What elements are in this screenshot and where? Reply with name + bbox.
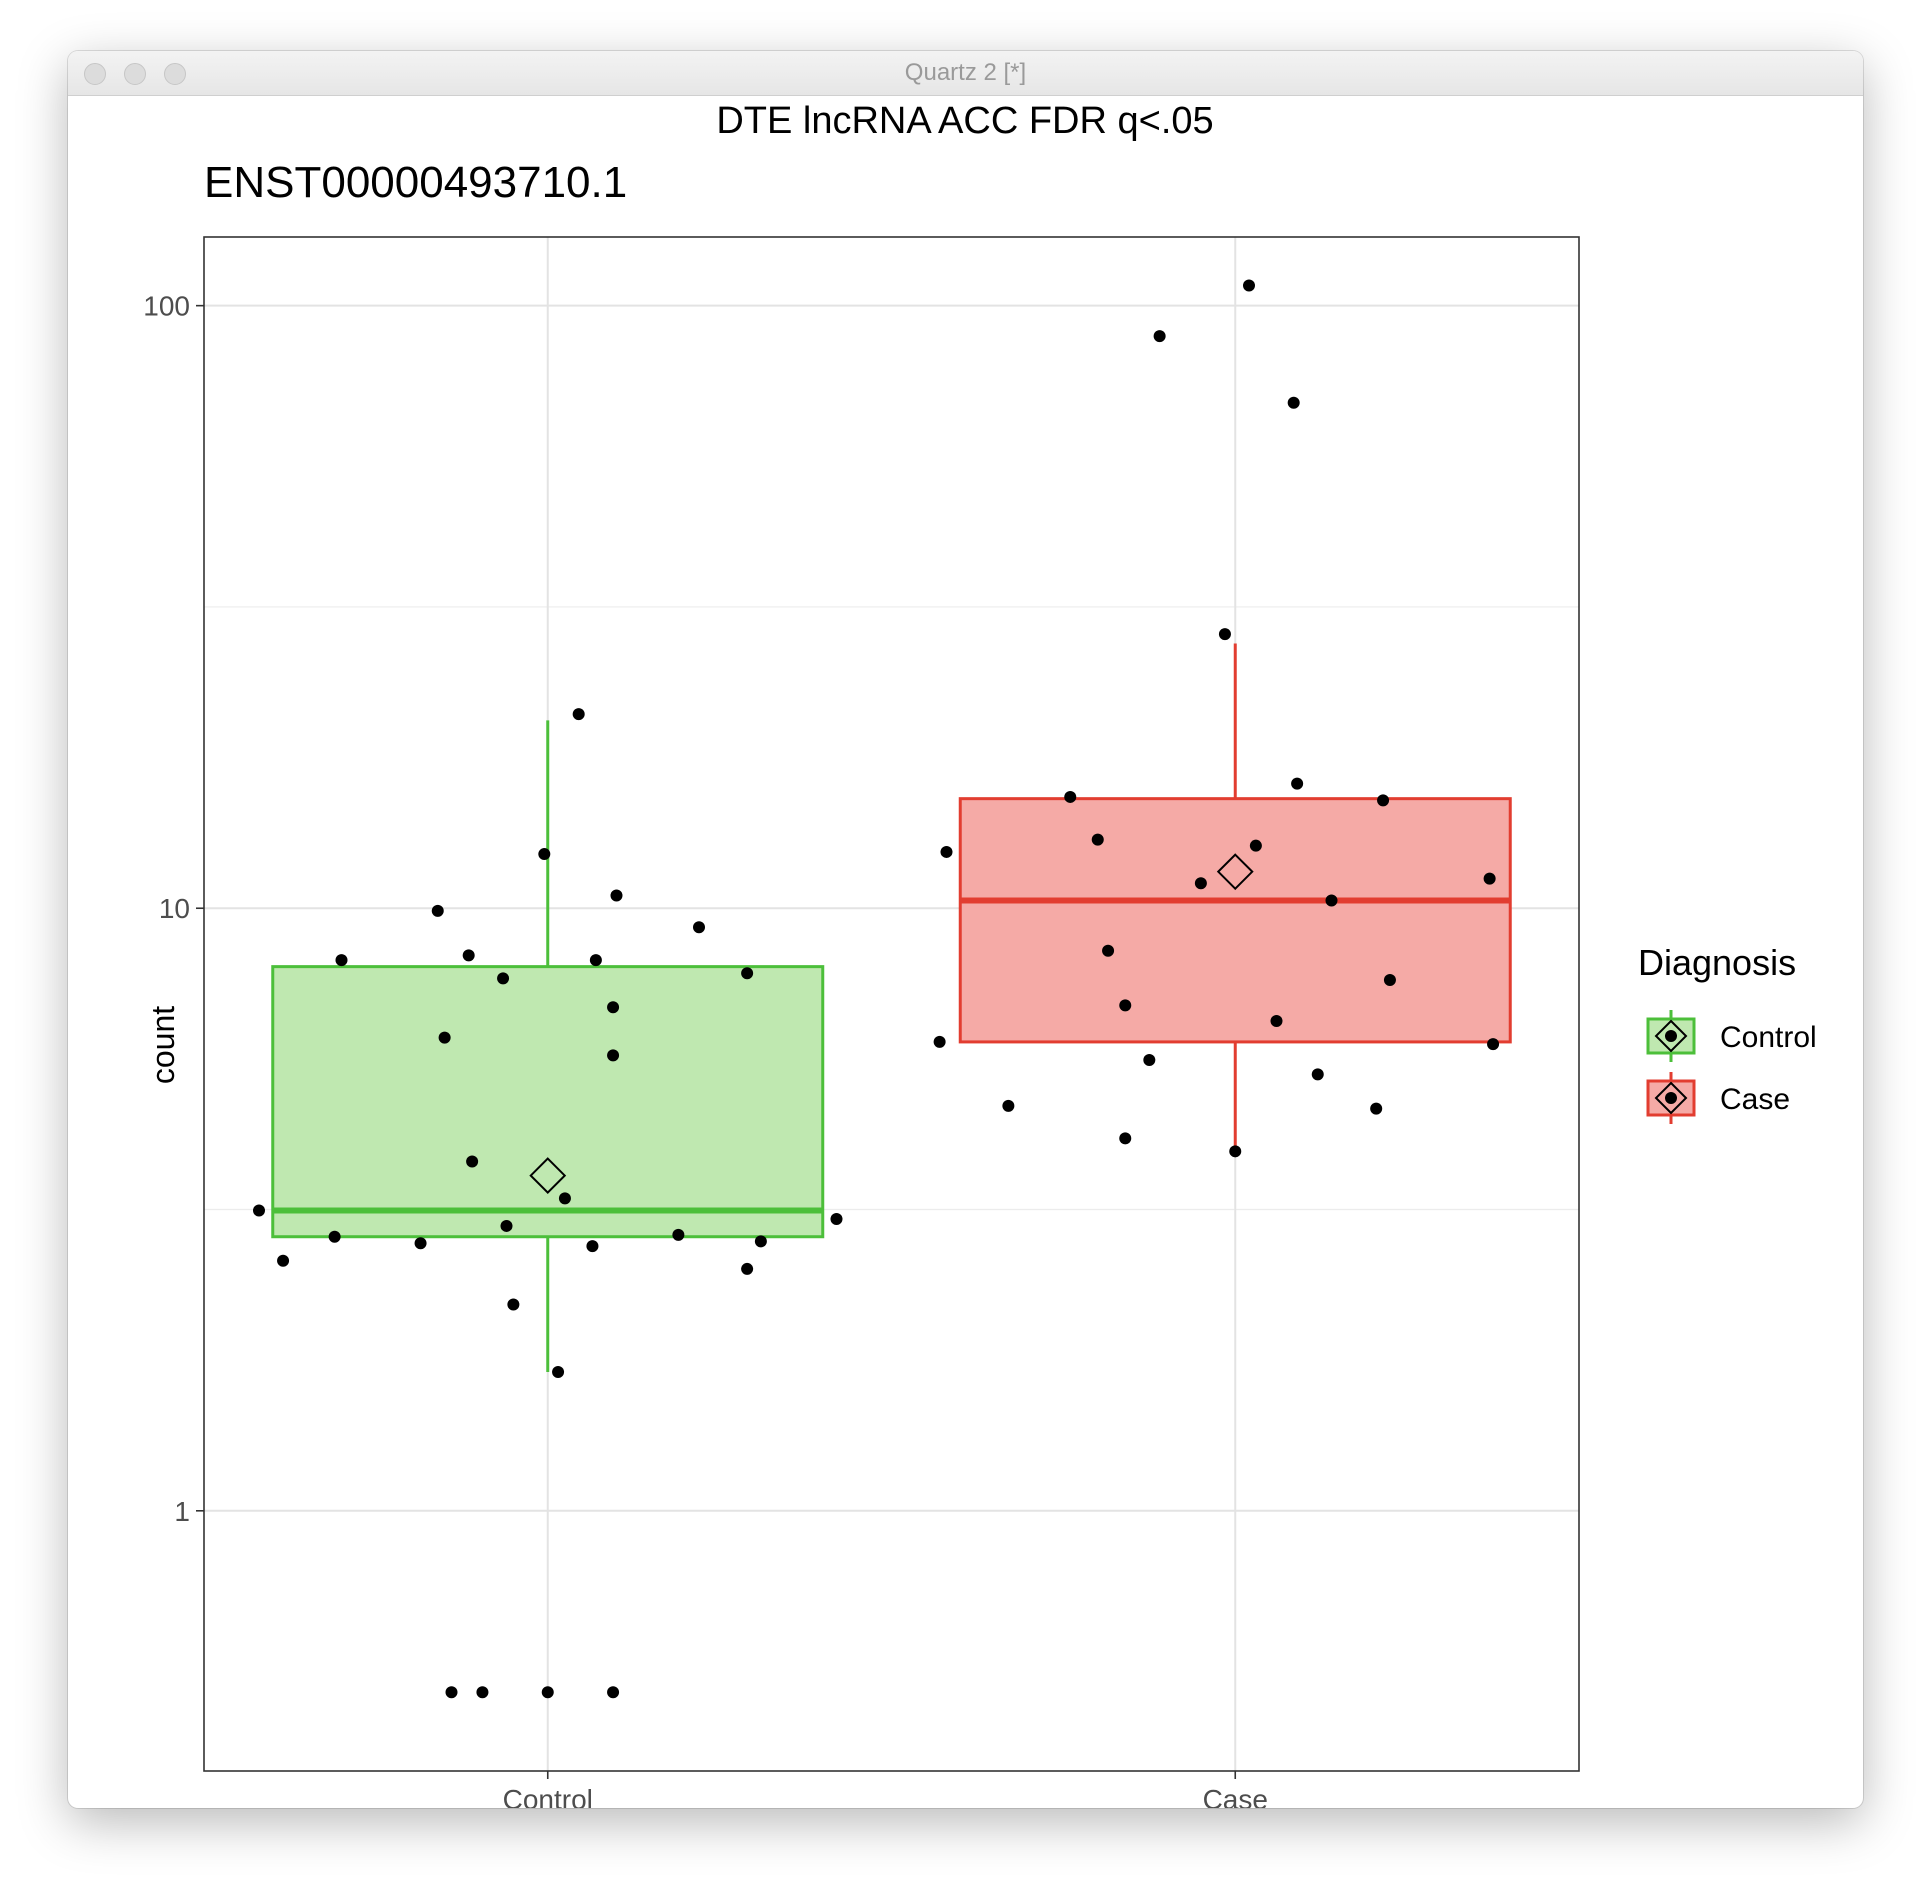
y-tick-label: 10 (159, 893, 190, 924)
data-point (586, 1240, 599, 1253)
data-point (1370, 1102, 1383, 1115)
close-button[interactable] (84, 63, 106, 85)
data-point (1153, 330, 1166, 343)
data-point (328, 1230, 341, 1243)
panel-border (203, 236, 1580, 1772)
data-point (476, 1686, 489, 1699)
y-tick-label: 100 (143, 291, 190, 322)
data-point (1119, 1132, 1132, 1145)
data-point (1091, 833, 1104, 846)
data-point (1218, 628, 1231, 641)
chart-title: DTE lncRNA ACC FDR q<.05 (716, 100, 1213, 142)
data-point (607, 1049, 620, 1062)
legend-key-diamond (1654, 1019, 1688, 1053)
y-axis-label: count (145, 1006, 181, 1084)
data-point (1487, 1038, 1500, 1051)
data-point (538, 848, 551, 861)
data-point (610, 889, 623, 902)
data-point (445, 1686, 458, 1699)
legend-title: Diagnosis (1638, 942, 1796, 983)
data-point (497, 972, 510, 985)
legend: Diagnosis Control Case (1638, 942, 1817, 1124)
data-point (672, 1228, 685, 1241)
point-layer (253, 279, 1500, 1699)
data-point (1119, 999, 1132, 1012)
y-tick-label: 1 (174, 1496, 190, 1527)
data-point (335, 954, 348, 967)
x-tick-label: Case (1203, 1784, 1268, 1808)
data-point (541, 1686, 554, 1699)
data-point (1243, 279, 1255, 292)
data-point (414, 1237, 427, 1250)
data-point (1377, 794, 1390, 807)
data-point (940, 845, 953, 858)
data-point (466, 1155, 479, 1168)
data-point (589, 954, 602, 967)
data-point (754, 1235, 767, 1248)
data-point (741, 967, 754, 980)
data-point (253, 1204, 265, 1217)
data-point (1249, 839, 1262, 852)
box-case (958, 797, 1512, 1044)
data-point (1194, 877, 1207, 890)
legend-key-diamond (1654, 1081, 1688, 1115)
data-point (1291, 777, 1304, 790)
data-point (1270, 1014, 1283, 1027)
axis-layer: 1 10 100 Control Case (143, 291, 1268, 1808)
mean-marker (529, 1157, 567, 1195)
data-point (277, 1254, 290, 1267)
box-layer (271, 643, 1512, 1372)
data-point (1229, 1145, 1242, 1158)
data-point (1143, 1053, 1156, 1066)
data-point (1002, 1099, 1015, 1112)
data-point (741, 1262, 754, 1275)
data-point (607, 1001, 620, 1014)
data-point (431, 904, 444, 917)
box-control (271, 965, 825, 1239)
data-point (572, 708, 585, 721)
data-point (1311, 1068, 1324, 1081)
data-point (933, 1035, 946, 1048)
data-point (500, 1219, 513, 1232)
data-point (438, 1031, 451, 1044)
mean-marker (1216, 853, 1254, 891)
data-point (1325, 894, 1338, 907)
window-titlebar[interactable]: Quartz 2 [*] (68, 51, 1863, 96)
zoom-button[interactable] (164, 63, 186, 85)
legend-label: Case (1720, 1083, 1790, 1116)
data-point (607, 1686, 620, 1699)
data-point (1287, 396, 1300, 409)
legend-label: Control (1720, 1021, 1817, 1054)
data-point (1483, 872, 1496, 885)
x-tick-label: Control (503, 1784, 593, 1808)
data-point (558, 1192, 571, 1205)
legend-key-point (1665, 1030, 1677, 1042)
data-point (830, 1212, 843, 1225)
boxplot-chart: DTE lncRNA ACC FDR q<.05 ENST00000493710… (143, 100, 1817, 1808)
data-point (462, 949, 475, 962)
data-point (1064, 790, 1077, 803)
legend-key-point (1665, 1092, 1677, 1104)
data-point (1102, 944, 1115, 957)
data-point (552, 1365, 565, 1378)
plot-window: Quartz 2 [*] DTE lncRNA ACC FDR q<.05 EN… (68, 51, 1863, 1808)
window-title: Quartz 2 [*] (904, 59, 1027, 86)
minimize-button[interactable] (124, 63, 146, 85)
data-point (507, 1298, 520, 1311)
data-point (1383, 974, 1396, 987)
chart-subtitle: ENST00000493710.1 (204, 158, 627, 207)
data-point (693, 921, 705, 934)
